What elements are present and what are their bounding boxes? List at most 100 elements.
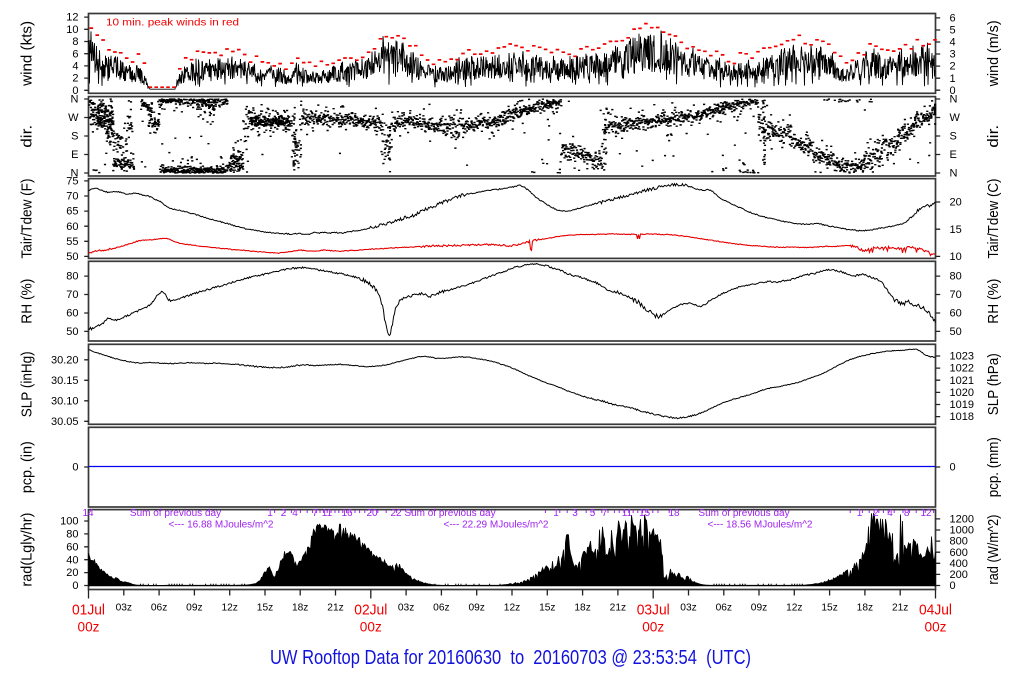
svg-text:04Jul: 04Jul	[919, 602, 952, 619]
svg-text:15: 15	[639, 508, 651, 519]
svg-text:0: 0	[950, 580, 956, 592]
svg-text:E: E	[71, 149, 78, 161]
svg-text:03z: 03z	[680, 603, 696, 614]
svg-text:S: S	[950, 131, 957, 143]
svg-text:0: 0	[72, 85, 78, 97]
svg-text:21z: 21z	[610, 603, 626, 614]
svg-text:Sum of previous day: Sum of previous day	[404, 508, 495, 519]
svg-text:2: 2	[950, 61, 956, 73]
svg-text:1019: 1019	[950, 399, 974, 411]
svg-text:15z: 15z	[539, 603, 555, 614]
svg-text:5: 5	[590, 508, 596, 519]
svg-text:N: N	[950, 168, 958, 180]
svg-text:1023: 1023	[950, 351, 974, 363]
svg-text:20: 20	[366, 508, 378, 519]
svg-text:30.20: 30.20	[51, 354, 79, 366]
svg-text:20: 20	[66, 567, 78, 579]
svg-text:80: 80	[66, 529, 78, 541]
svg-text:40: 40	[66, 554, 78, 566]
svg-text:01Jul: 01Jul	[72, 602, 105, 619]
svg-text:50: 50	[950, 326, 962, 338]
svg-text:4: 4	[72, 61, 78, 73]
svg-text:RH (%): RH (%)	[985, 279, 1002, 324]
svg-text:12z: 12z	[786, 603, 802, 614]
svg-text:1022: 1022	[950, 363, 974, 375]
svg-text:00z: 00z	[360, 619, 382, 635]
svg-text:4: 4	[292, 508, 298, 519]
svg-text:rad(Lgly/hr): rad(Lgly/hr)	[19, 513, 36, 587]
svg-text:<--- 18.56 MJoules/m^2: <--- 18.56 MJoules/m^2	[707, 520, 812, 531]
svg-text:UW Rooftop Data for 20160630: UW Rooftop Data for 20160630 to 20160703…	[270, 646, 751, 669]
svg-text:60: 60	[66, 308, 78, 320]
svg-text:400: 400	[950, 558, 968, 570]
svg-text:00z: 00z	[925, 619, 947, 635]
svg-text:2: 2	[281, 508, 287, 519]
svg-text:dir.: dir.	[985, 125, 1002, 148]
svg-text:30.15: 30.15	[51, 375, 79, 387]
svg-text:75: 75	[66, 176, 78, 188]
svg-text:SLP (inHg): SLP (inHg)	[19, 351, 36, 417]
svg-text:6: 6	[950, 13, 956, 25]
svg-text:100: 100	[60, 516, 78, 528]
svg-text:12: 12	[920, 508, 932, 519]
svg-text:65: 65	[66, 206, 78, 218]
svg-text:03Jul: 03Jul	[637, 602, 670, 619]
svg-text:wind (kts): wind (kts)	[19, 21, 36, 87]
svg-text:7: 7	[312, 508, 318, 519]
svg-text:80: 80	[66, 271, 78, 283]
svg-text:00z: 00z	[78, 619, 100, 635]
svg-text:7: 7	[602, 508, 608, 519]
svg-text:6: 6	[72, 48, 78, 60]
svg-text:15z: 15z	[257, 603, 273, 614]
svg-text:Tair/Tdew (F): Tair/Tdew (F)	[19, 179, 36, 259]
svg-text:8: 8	[904, 508, 910, 519]
svg-text:Tair/Tdew (C): Tair/Tdew (C)	[985, 179, 1002, 259]
svg-text:18z: 18z	[857, 603, 873, 614]
svg-text:dir.: dir.	[19, 125, 36, 148]
svg-text:<--- 22.29 MJoules/m^2: <--- 22.29 MJoules/m^2	[443, 520, 548, 531]
svg-text:0: 0	[950, 85, 956, 97]
svg-text:E: E	[950, 149, 957, 161]
svg-text:3: 3	[572, 508, 578, 519]
svg-text:18z: 18z	[292, 603, 308, 614]
svg-text:1: 1	[553, 508, 559, 519]
svg-text:Sum of previous day: Sum of previous day	[698, 508, 789, 519]
svg-text:10: 10	[950, 251, 962, 263]
svg-text:30.10: 30.10	[51, 395, 79, 407]
svg-text:70: 70	[950, 289, 962, 301]
svg-text:N: N	[71, 168, 79, 180]
svg-text:0: 0	[72, 580, 78, 592]
svg-text:50: 50	[66, 251, 78, 263]
svg-text:22: 22	[390, 508, 402, 519]
svg-text:1018: 1018	[950, 411, 974, 423]
svg-text:N: N	[71, 94, 79, 106]
svg-text:600: 600	[950, 547, 968, 559]
svg-text:pcp. (mm): pcp. (mm)	[985, 437, 1002, 497]
svg-text:10: 10	[66, 24, 78, 36]
svg-text:200: 200	[950, 569, 968, 581]
svg-text:09z: 09z	[468, 603, 484, 614]
svg-text:09z: 09z	[751, 603, 767, 614]
svg-text:rad (W/m^2): rad (W/m^2)	[985, 515, 1002, 585]
svg-text:60: 60	[66, 221, 78, 233]
svg-text:60: 60	[66, 541, 78, 553]
svg-text:4: 4	[887, 508, 893, 519]
svg-text:21z: 21z	[327, 603, 343, 614]
svg-text:02Jul: 02Jul	[354, 602, 387, 619]
svg-text:11: 11	[322, 508, 333, 519]
svg-text:50: 50	[66, 326, 78, 338]
svg-text:Sum of previous day: Sum of previous day	[130, 508, 221, 519]
svg-text:12z: 12z	[221, 603, 237, 614]
svg-text:N: N	[950, 94, 958, 106]
svg-text:03z: 03z	[398, 603, 414, 614]
svg-text:8: 8	[72, 36, 78, 48]
svg-text:RH (%): RH (%)	[19, 279, 36, 324]
svg-text:16: 16	[341, 508, 353, 519]
svg-text:1: 1	[950, 73, 956, 85]
svg-text:W: W	[950, 112, 961, 124]
svg-text:15: 15	[950, 224, 962, 236]
svg-text:2: 2	[873, 508, 879, 519]
svg-text:1: 1	[857, 508, 863, 519]
svg-text:11: 11	[622, 508, 633, 519]
svg-text:06z: 06z	[433, 603, 449, 614]
